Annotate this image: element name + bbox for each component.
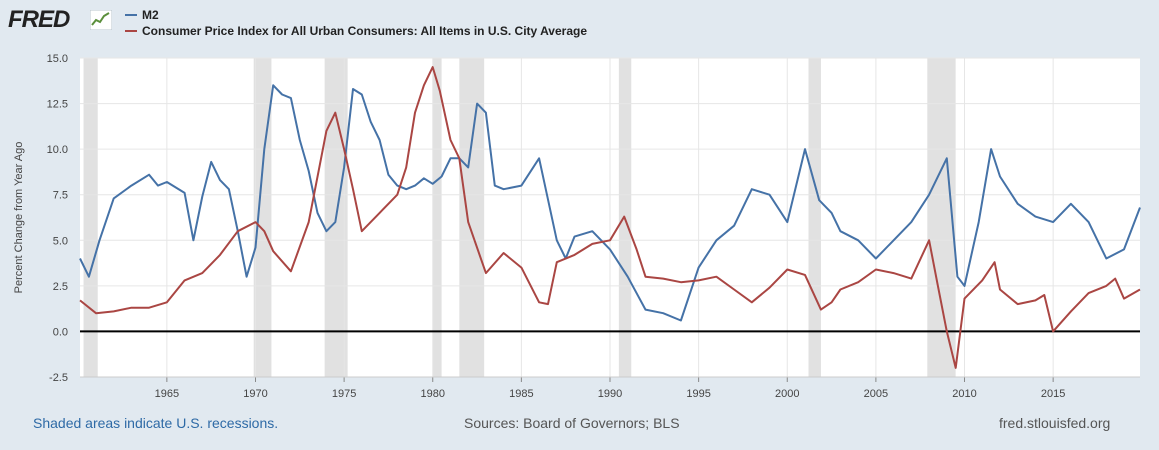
recession-bar: [83, 58, 98, 377]
recession-note-link[interactable]: Shaded areas indicate U.S. recessions.: [33, 415, 279, 431]
recession-bar: [432, 58, 442, 377]
recession-bar: [253, 58, 272, 377]
fred-url-link[interactable]: fred.stlouisfed.org: [999, 415, 1111, 431]
y-tick-label: 7.5: [53, 190, 68, 202]
legend: M2 Consumer Price Index for All Urban Co…: [125, 7, 587, 39]
x-tick-label: 1990: [598, 388, 622, 400]
legend-item-cpi: Consumer Price Index for All Urban Consu…: [125, 23, 587, 39]
legend-swatch-m2: [125, 14, 137, 16]
y-tick-label: 2.5: [53, 281, 68, 293]
y-tick-label: 0.0: [53, 326, 68, 338]
legend-swatch-cpi: [125, 30, 137, 32]
legend-label-m2: M2: [142, 8, 159, 22]
recession-bar: [808, 58, 821, 377]
sparkline-chart-icon: [90, 10, 112, 30]
series-line-cpi: [79, 66, 1141, 369]
line-chart: -2.5 0.0 2.5 5.0 7.5 10.0 12.5 15.0 1965 1970 1975…: [13, 53, 1141, 400]
y-tick-label: 10.0: [47, 144, 68, 156]
x-tick-label: 1965: [155, 388, 179, 400]
x-tick-label: 2010: [952, 388, 976, 400]
x-tick-label: 2015: [1041, 388, 1065, 400]
x-tick-label: 1980: [421, 388, 445, 400]
x-tick-label: 2000: [775, 388, 799, 400]
x-tick-label: 1985: [509, 388, 533, 400]
y-tick-label: 5.0: [53, 235, 68, 247]
x-tick-label: 2005: [864, 388, 888, 400]
fred-logo[interactable]: FRED: [8, 6, 70, 33]
recession-bar: [927, 58, 956, 377]
y-tick-label: 15.0: [47, 53, 68, 65]
y-tick-label: 12.5: [47, 99, 68, 111]
legend-label-cpi: Consumer Price Index for All Urban Consu…: [142, 24, 587, 38]
y-tick-label: -2.5: [49, 372, 68, 384]
recession-bar: [459, 58, 485, 377]
x-tick-label: 1970: [243, 388, 267, 400]
x-tick-label: 1975: [332, 388, 356, 400]
footer: Shaded areas indicate U.S. recessions. S…: [0, 415, 1159, 439]
header: FRED M2 Consumer Price Index for All Urb…: [0, 0, 1159, 50]
legend-item-m2: M2: [125, 7, 587, 23]
y-axis-title: Percent Change from Year Ago: [13, 142, 25, 294]
sources-text: Sources: Board of Governors; BLS: [464, 415, 680, 431]
x-tick-label: 1995: [686, 388, 710, 400]
